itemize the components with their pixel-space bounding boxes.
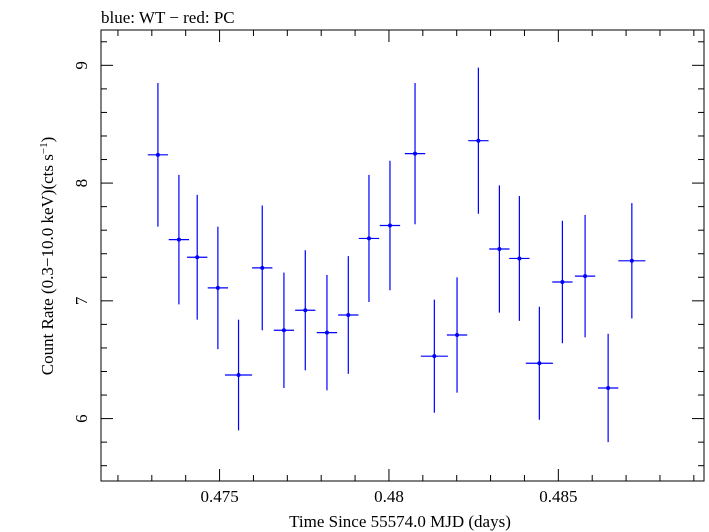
point-marker bbox=[497, 247, 502, 252]
point-marker bbox=[583, 274, 588, 279]
data-point bbox=[273, 272, 295, 388]
data-point bbox=[618, 203, 646, 319]
x-tick-label: 0.475 bbox=[200, 487, 238, 506]
point-marker bbox=[537, 361, 542, 366]
data-point bbox=[252, 205, 273, 331]
data-point bbox=[207, 226, 229, 350]
data-point bbox=[446, 277, 468, 393]
axis-ticks bbox=[101, 30, 704, 481]
data-point bbox=[379, 160, 401, 291]
point-marker bbox=[432, 354, 437, 359]
point-marker bbox=[346, 312, 351, 317]
point-marker bbox=[260, 265, 265, 270]
data-point bbox=[552, 220, 573, 344]
data-point bbox=[574, 214, 596, 338]
data-point bbox=[224, 319, 253, 431]
data-point bbox=[597, 333, 619, 443]
series-0 bbox=[147, 67, 646, 443]
point-marker bbox=[366, 236, 371, 241]
y-tick-label: 7 bbox=[72, 296, 91, 305]
data-point bbox=[338, 256, 359, 374]
data-point bbox=[168, 174, 190, 305]
x-axis-label: Time Since 55574.0 MJD (days) bbox=[289, 512, 511, 531]
data-point bbox=[525, 306, 553, 420]
chart-title: blue: WT − red: PC bbox=[101, 8, 235, 27]
data-point bbox=[147, 82, 169, 227]
point-marker bbox=[476, 138, 481, 143]
point-marker bbox=[281, 328, 286, 333]
point-marker bbox=[303, 308, 308, 313]
point-marker bbox=[455, 332, 460, 337]
data-point bbox=[295, 250, 316, 371]
point-marker bbox=[560, 279, 565, 284]
plot-area bbox=[100, 29, 705, 482]
point-marker bbox=[324, 330, 329, 335]
y-axis-label: Count Rate (0.3−10.0 keV)(cts s−1) bbox=[38, 137, 57, 376]
point-marker bbox=[236, 373, 241, 378]
y-axis-label-exponent: −1 bbox=[38, 142, 50, 154]
point-marker bbox=[629, 258, 634, 263]
y-tick-label: 8 bbox=[72, 179, 91, 188]
point-marker bbox=[517, 256, 522, 261]
point-marker bbox=[195, 255, 200, 260]
y-axis-label-main: Count Rate (0.3−10.0 keV)(cts s bbox=[38, 154, 57, 375]
y-tick-label: 6 bbox=[72, 414, 91, 423]
axis-tick-labels: 0.475 0.48 0.485 6 7 8 9 bbox=[72, 61, 577, 506]
plot-frame bbox=[100, 29, 705, 482]
x-tick-label: 0.485 bbox=[539, 487, 577, 506]
x-tick-label: 0.48 bbox=[374, 487, 404, 506]
data-point bbox=[509, 196, 530, 321]
data-point bbox=[187, 194, 208, 320]
data-point bbox=[316, 274, 338, 391]
point-marker bbox=[176, 237, 181, 242]
data-point bbox=[468, 67, 489, 214]
point-marker bbox=[387, 223, 392, 228]
data-point bbox=[489, 185, 510, 313]
point-marker bbox=[155, 152, 160, 157]
point-marker bbox=[215, 285, 220, 290]
data-point bbox=[420, 299, 448, 413]
data-point bbox=[404, 82, 426, 225]
y-axis-label-close: ) bbox=[38, 137, 57, 143]
data-point bbox=[358, 174, 380, 303]
data-series bbox=[147, 67, 646, 443]
point-marker bbox=[606, 385, 611, 390]
y-tick-label: 9 bbox=[72, 61, 91, 70]
point-marker bbox=[413, 151, 418, 156]
